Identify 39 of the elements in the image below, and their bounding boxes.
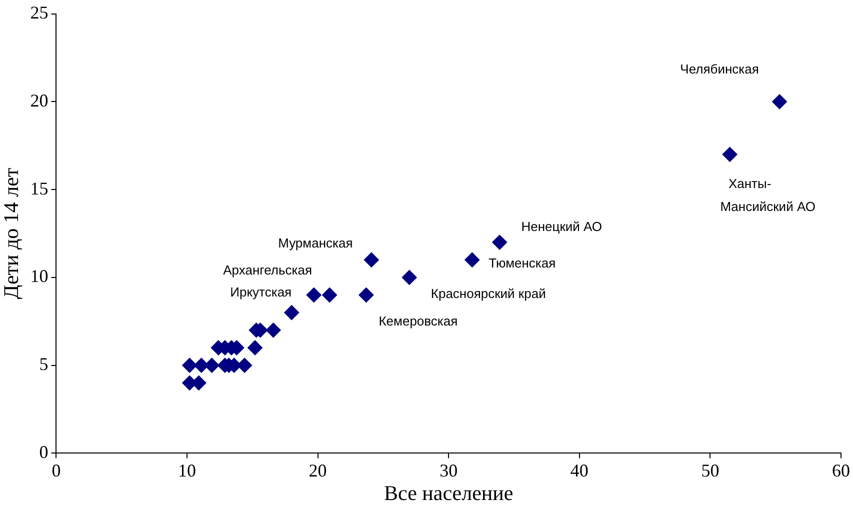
point xyxy=(306,288,322,303)
point xyxy=(402,270,417,285)
point xyxy=(364,252,379,268)
point xyxy=(464,252,480,268)
annotation: Челябинская xyxy=(680,61,759,76)
x-axis-title: Все население xyxy=(384,480,514,505)
x-tick-label: 0 xyxy=(52,460,61,481)
point xyxy=(266,322,281,338)
x-tick-label: 60 xyxy=(832,460,850,481)
point xyxy=(194,358,209,373)
point xyxy=(248,340,263,356)
y-axis-title: Дети до 14 лет xyxy=(0,168,24,300)
point xyxy=(182,358,198,373)
annotation: Тюменская xyxy=(488,255,556,270)
point xyxy=(237,358,252,373)
y-tick-label: 15 xyxy=(30,178,48,198)
y-tick-label: 20 xyxy=(30,90,48,110)
point xyxy=(772,94,788,110)
y-tick-label: 0 xyxy=(39,442,48,462)
x-tick-label: 30 xyxy=(440,460,458,481)
annotation: Иркутская xyxy=(230,284,292,300)
point xyxy=(358,288,374,303)
point xyxy=(722,146,738,162)
point xyxy=(492,234,508,250)
x-tick-label: 20 xyxy=(308,460,327,481)
y-tick-label: 5 xyxy=(39,354,48,374)
annotation: Архангельская xyxy=(223,262,312,278)
y-tick-label: 25 xyxy=(30,2,48,23)
annotation: Красноярский край xyxy=(430,286,546,302)
y-tick-label: 10 xyxy=(30,266,48,286)
x-tick-label: 40 xyxy=(570,460,588,481)
x-tick-label: 50 xyxy=(701,460,720,481)
annotation: Кемеровская xyxy=(378,314,458,329)
point xyxy=(284,305,300,320)
point xyxy=(322,288,338,303)
x-tick-label: 10 xyxy=(178,460,196,481)
annotation: Мурманская xyxy=(278,235,353,250)
annotation: Ханты-Мансийский АО xyxy=(720,176,816,214)
annotation: Ненецкий АО xyxy=(521,218,602,234)
